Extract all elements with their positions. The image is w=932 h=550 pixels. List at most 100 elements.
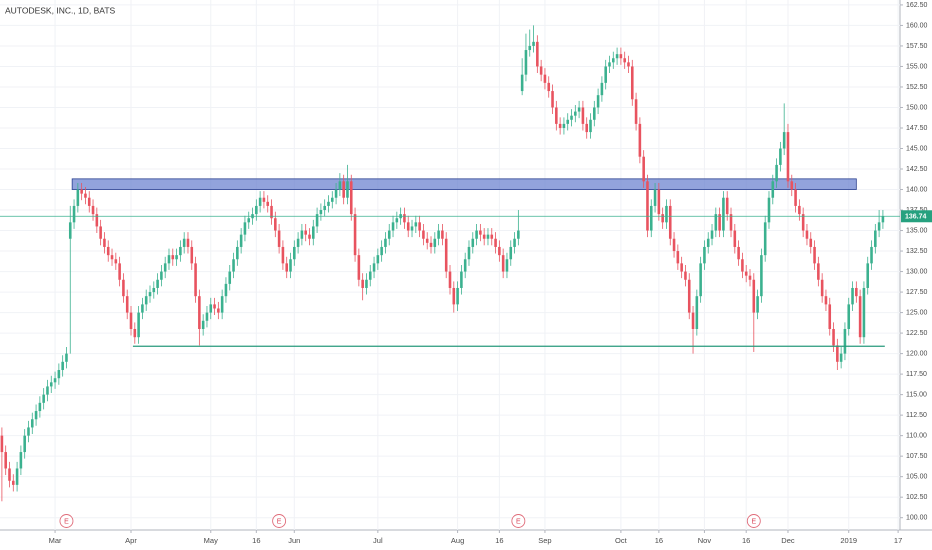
- y-tick-label: 155.00: [906, 63, 928, 70]
- candle-body: [813, 246, 816, 264]
- candle-body: [110, 255, 114, 260]
- candle-body: [65, 353, 68, 362]
- candle-body: [258, 197, 262, 206]
- y-tick-label: 100.00: [906, 515, 928, 522]
- candle-body: [125, 296, 129, 313]
- candle-body: [243, 222, 247, 235]
- candle-body: [653, 189, 657, 206]
- candle-body: [84, 193, 87, 198]
- candle-body: [817, 263, 820, 280]
- candle-body: [49, 382, 53, 387]
- candle-body: [152, 287, 156, 293]
- candle-body: [334, 189, 338, 198]
- candle-body: [486, 234, 490, 239]
- candle-body: [361, 279, 364, 288]
- candle-body: [832, 328, 835, 346]
- candle-body: [714, 214, 718, 231]
- candle-body: [353, 214, 357, 256]
- candle-body: [387, 230, 391, 239]
- candle-body: [790, 181, 794, 190]
- candle-body: [748, 275, 752, 280]
- x-tick-label: Jun: [288, 536, 300, 545]
- candle-body: [281, 246, 285, 264]
- candle-body: [80, 189, 83, 194]
- candle-body: [133, 328, 137, 338]
- y-tick-label: 102.50: [906, 494, 928, 501]
- candle-body: [752, 279, 756, 313]
- candle-body: [570, 115, 573, 120]
- y-tick-label: 160.00: [906, 22, 928, 29]
- candle-body: [680, 263, 683, 272]
- candle-body: [156, 279, 159, 288]
- candle-body: [163, 263, 167, 272]
- candle-body: [691, 312, 695, 329]
- candle-body: [528, 45, 532, 51]
- x-tick-label: 16: [742, 536, 750, 545]
- candle-body: [695, 296, 699, 329]
- x-tick-label: Mar: [49, 536, 62, 545]
- candle-body: [539, 66, 543, 75]
- candle-body: [232, 259, 235, 272]
- candle-body: [23, 435, 26, 453]
- candle-body: [289, 259, 292, 272]
- candle-body: [665, 205, 668, 223]
- candle-body: [612, 58, 615, 63]
- candle-body: [179, 246, 182, 256]
- candle-body: [376, 255, 380, 264]
- candle-body: [760, 255, 763, 297]
- x-tick-label: Oct: [615, 536, 628, 545]
- y-tick-label: 110.00: [906, 432, 927, 439]
- candle-body: [771, 181, 775, 198]
- candle-body: [175, 255, 178, 260]
- candle-body: [255, 205, 258, 215]
- candle-body: [12, 480, 15, 485]
- candle-body: [608, 62, 611, 67]
- candle-body: [205, 312, 209, 321]
- earnings-marker: [511, 514, 526, 528]
- candle-body: [520, 74, 524, 92]
- candle-body: [224, 283, 228, 297]
- candle-body: [517, 230, 520, 239]
- candle-body: [642, 156, 645, 182]
- candle-body: [330, 197, 334, 202]
- candle-body: [406, 222, 410, 231]
- candle-body: [76, 189, 80, 206]
- candle-body: [441, 230, 444, 239]
- candle-body: [106, 246, 110, 256]
- earnings-label: E: [64, 518, 69, 525]
- candle-body: [72, 205, 76, 223]
- candle-body: [433, 238, 437, 247]
- candle-body: [452, 287, 456, 305]
- candle-body: [722, 197, 725, 231]
- candle-body: [327, 201, 330, 206]
- candle-body: [839, 353, 843, 362]
- candle-body: [524, 50, 528, 75]
- candle-body: [767, 197, 771, 223]
- candle-body: [103, 238, 106, 247]
- candle-body: [300, 230, 304, 239]
- candle-body: [368, 271, 372, 280]
- candle-body: [338, 181, 342, 190]
- x-tick-label: 2019: [840, 536, 857, 545]
- candle-body: [27, 427, 30, 436]
- candle-body: [858, 296, 862, 338]
- candle-body: [596, 95, 600, 108]
- earnings-label: E: [277, 518, 282, 525]
- candle-body: [851, 287, 854, 305]
- candle-body: [129, 312, 133, 329]
- candle-body: [532, 41, 535, 46]
- candle-body: [437, 230, 440, 239]
- last-price-tag: [901, 210, 932, 223]
- candle-body: [615, 54, 619, 59]
- candle-body: [220, 296, 224, 313]
- candle-body: [95, 214, 99, 227]
- candle-body: [676, 251, 680, 264]
- x-tick-label: Jul: [373, 536, 383, 545]
- y-tick-label: 115.00: [906, 391, 927, 398]
- candle-body: [574, 111, 577, 116]
- candle-body: [372, 263, 376, 272]
- candle-body: [866, 263, 870, 288]
- y-tick-label: 132.50: [906, 248, 928, 255]
- candle-body: [699, 263, 702, 297]
